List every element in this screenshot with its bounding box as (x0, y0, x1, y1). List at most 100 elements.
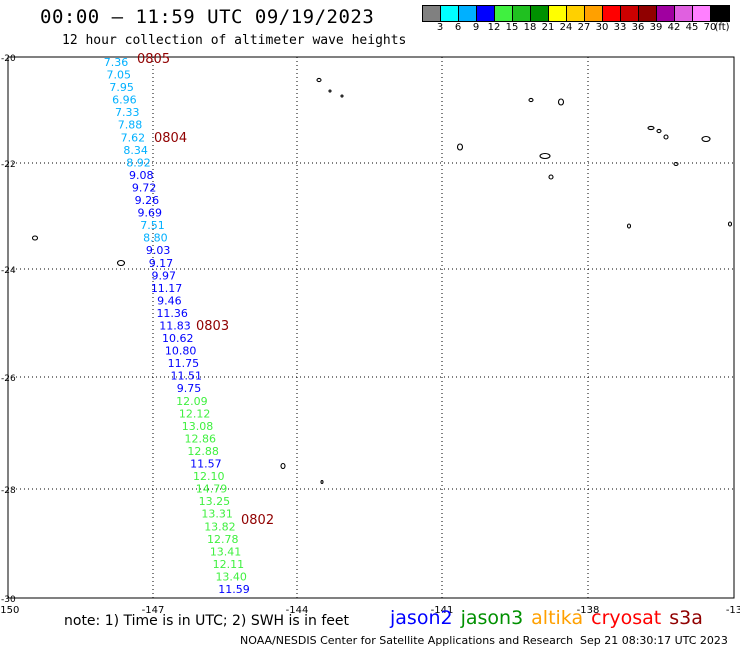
legend-swatch (441, 6, 459, 21)
track-time-label: 0804 (154, 131, 187, 146)
wave-height-reading: 7.33 (115, 106, 140, 119)
satellite-legend-altika: altika (531, 607, 584, 629)
longitude-label: -150 (0, 605, 19, 616)
note-text: note: 1) Time is in UTC; 2) SWH is in fe… (64, 613, 350, 629)
wave-height-reading: 13.08 (182, 420, 214, 433)
wave-height-reading: 8.34 (123, 144, 148, 157)
latitude-label: -22 (1, 160, 16, 170)
wave-height-reading: 9.69 (137, 207, 162, 220)
island-outline (656, 128, 662, 134)
wave-height-reading: 9.26 (135, 194, 160, 207)
island-outline (727, 221, 733, 227)
legend-swatch (495, 6, 513, 21)
wave-height-reading: 11.17 (151, 282, 183, 295)
satellite-legend-jason3: jason3 (460, 607, 524, 629)
longitude-label: -13 (726, 605, 740, 616)
island-outline (340, 94, 344, 98)
latitude-label: -20 (1, 54, 16, 64)
island-outline (647, 125, 655, 131)
legend-swatch (603, 6, 621, 21)
longitude-label: -147 (142, 605, 165, 616)
wave-height-reading: 9.46 (157, 294, 182, 307)
legend-tick-label: 39 (649, 22, 663, 33)
legend-swatch (567, 6, 585, 21)
island-outline (701, 135, 711, 143)
island-outline (280, 462, 286, 470)
wave-height-reading: 9.75 (177, 382, 202, 395)
legend-tick-label: 18 (523, 22, 537, 33)
latitude-label: -26 (1, 374, 16, 384)
legend-swatch (675, 6, 693, 21)
legend-tick-label: 45 (685, 22, 699, 33)
wave-height-reading: 8.92 (126, 156, 151, 169)
wave-height-reading: 11.51 (170, 370, 202, 383)
wave-height-reading: 9.08 (129, 169, 154, 182)
legend-tick-label: 42 (667, 22, 681, 33)
legend-tick-label: 27 (577, 22, 591, 33)
latitude-label: -30 (1, 595, 16, 605)
generation-timestamp: Sep 21 08:30:17 UTC 2023 (580, 634, 728, 647)
legend-tick-label: 12 (487, 22, 501, 33)
satellite-legend-jason2: jason2 (390, 607, 453, 629)
legend-swatch (477, 6, 495, 21)
island-outline (320, 479, 324, 485)
map-subtitle: 12 hour collection of altimeter wave hei… (62, 33, 407, 48)
legend-swatch (531, 6, 549, 21)
wave-height-reading: 6.96 (112, 94, 137, 107)
wave-height-reading: 12.10 (193, 470, 225, 483)
wave-height-reading: 7.05 (107, 69, 132, 82)
legend-swatch (459, 6, 477, 21)
legend-swatch (423, 6, 441, 21)
island-outline (528, 97, 534, 103)
wave-height-reading: 7.51 (140, 219, 165, 232)
satellite-legend-cryosat: cryosat (591, 607, 662, 629)
wave-height-reading: 12.86 (185, 432, 217, 445)
legend-tick-label: 15 (505, 22, 519, 33)
wave-height-reading: 13.41 (210, 545, 242, 558)
legend-unit: (ft) (714, 22, 730, 33)
legend-tick-label: 21 (541, 22, 555, 33)
legend-tick-label: 24 (559, 22, 573, 33)
island-outline (328, 89, 332, 93)
wave-height-reading: 11.57 (190, 458, 222, 471)
island-outline (663, 134, 669, 140)
wave-height-reading: 11.75 (168, 357, 200, 370)
island-outline (539, 152, 551, 160)
wave-height-reading: 11.83 (159, 320, 191, 333)
wave-height-reading: 9.17 (149, 257, 174, 270)
latitude-label: -24 (1, 266, 16, 276)
island-outline (31, 235, 39, 241)
legend-tick-label: 33 (613, 22, 627, 33)
wave-height-reading: 12.78 (207, 533, 239, 546)
island-outline (673, 161, 679, 167)
island-outline (557, 98, 565, 106)
longitude-label: -144 (286, 605, 309, 616)
track-time-label: 0802 (241, 513, 274, 528)
longitude-label: -141 (431, 605, 454, 616)
legend-swatch (513, 6, 531, 21)
wave-height-reading: 9.72 (132, 181, 157, 194)
color-legend (422, 5, 730, 22)
wave-height-reading: 7.36 (104, 56, 129, 69)
legend-tick-label: 36 (631, 22, 645, 33)
latitude-label: -28 (1, 486, 16, 496)
legend-tick-label: 3 (436, 22, 444, 33)
track-time-label: 0805 (137, 52, 170, 67)
satellite-legend-s3a: s3a (669, 607, 703, 629)
island-outline (548, 174, 554, 180)
credit-text: NOAA/NESDIS Center for Satellite Applica… (240, 634, 574, 647)
wave-height-reading: 9.97 (152, 269, 177, 282)
wave-height-reading: 12.11 (213, 558, 245, 571)
map-frame (7, 56, 735, 599)
legend-swatch (621, 6, 639, 21)
track-time-label: 0803 (196, 319, 229, 334)
wave-height-reading: 11.36 (156, 307, 188, 320)
legend-tick-label: 30 (595, 22, 609, 33)
wave-height-reading: 13.31 (201, 508, 233, 521)
wave-height-reading: 12.09 (176, 395, 208, 408)
legend-swatch (639, 6, 657, 21)
legend-swatch (585, 6, 603, 21)
island-outline (456, 143, 464, 151)
